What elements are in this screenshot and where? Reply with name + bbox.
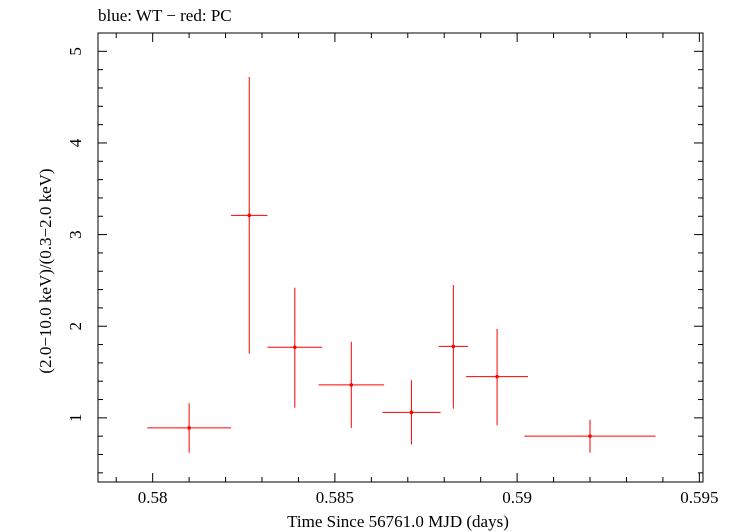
- data-point: [247, 213, 252, 218]
- data-point: [409, 410, 414, 415]
- x-tick-label: 0.585: [316, 488, 354, 507]
- y-tick-label: 4: [66, 138, 85, 147]
- y-tick-label: 5: [66, 47, 85, 56]
- x-tick-label: 0.58: [138, 488, 168, 507]
- y-tick-label: 1: [66, 414, 85, 423]
- data-point: [588, 434, 592, 438]
- x-axis-label: Time Since 56761.0 MJD (days): [287, 512, 509, 531]
- y-axis-label: (2.0−10.0 keV)/(0.3−2.0 keV): [36, 168, 55, 373]
- data-point: [293, 345, 297, 350]
- data-point: [451, 344, 456, 349]
- data-point: [349, 383, 354, 387]
- chart-title: blue: WT − red: PC: [98, 6, 232, 25]
- y-tick-label: 2: [66, 322, 85, 331]
- x-tick-label: 0.59: [502, 488, 532, 507]
- data-point: [187, 426, 191, 430]
- data-point: [495, 374, 499, 379]
- y-tick-label: 3: [66, 230, 85, 239]
- x-tick-label: 0.595: [680, 488, 718, 507]
- plot-frame: [97, 32, 704, 483]
